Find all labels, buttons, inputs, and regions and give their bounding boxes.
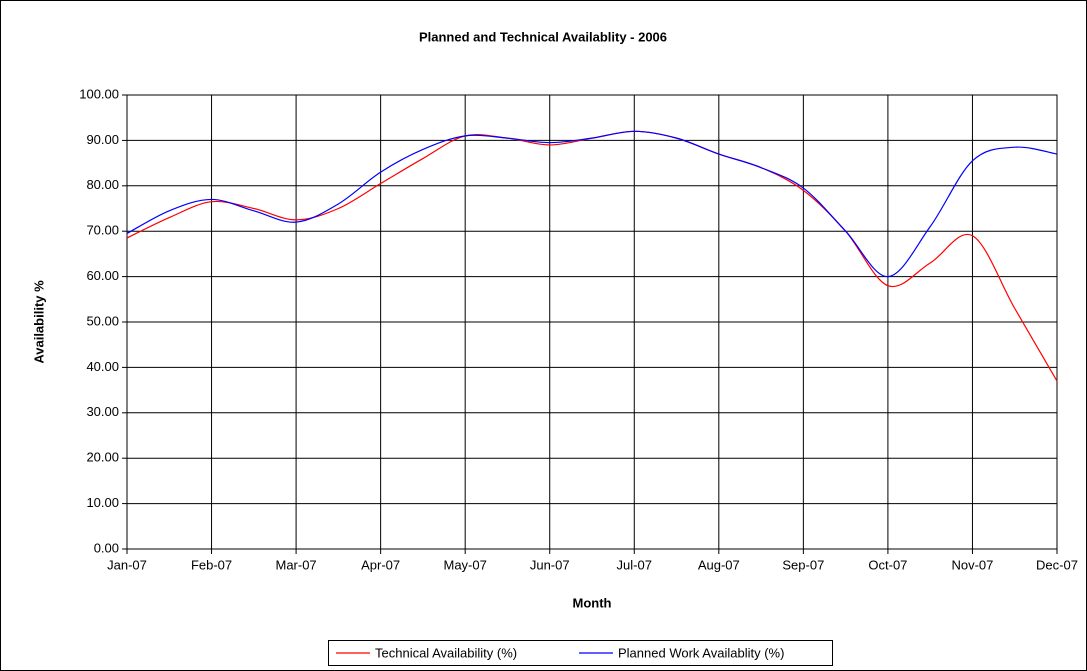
x-tick-label: May-07: [444, 557, 487, 572]
y-tick-label: 90.00: [86, 132, 119, 147]
x-tick-label: Apr-07: [361, 557, 400, 572]
y-tick-label: 20.00: [86, 450, 119, 465]
y-tick-label: 50.00: [86, 313, 119, 328]
x-tick-label: Jun-07: [530, 557, 570, 572]
x-axis-label: Month: [573, 595, 612, 610]
x-tick-label: Mar-07: [275, 557, 316, 572]
chart-title: Planned and Technical Availablity - 2006: [419, 29, 667, 44]
y-tick-label: 80.00: [86, 177, 119, 192]
y-tick-label: 100.00: [79, 86, 119, 101]
y-tick-label: 70.00: [86, 223, 119, 238]
x-tick-label: Oct-07: [868, 557, 907, 572]
legend-label: Technical Availability (%): [375, 645, 517, 660]
x-tick-label: Jul-07: [617, 557, 652, 572]
plot-border: [126, 94, 1058, 550]
x-tick-label: Aug-07: [698, 557, 740, 572]
y-tick-label: 0.00: [94, 540, 119, 555]
x-tick-label: Feb-07: [191, 557, 232, 572]
y-tick-label: 60.00: [86, 268, 119, 283]
x-tick-label: Jan-07: [107, 557, 147, 572]
x-tick-label: Dec-07: [1036, 557, 1078, 572]
x-tick-label: Sep-07: [782, 557, 824, 572]
y-axis-label: Availability %: [31, 280, 46, 364]
y-tick-label: 40.00: [86, 359, 119, 374]
series-line: [126, 130, 1058, 278]
y-tick-label: 30.00: [86, 404, 119, 419]
x-tick-label: Nov-07: [951, 557, 993, 572]
legend-label: Planned Work Availablity (%): [618, 645, 784, 660]
y-tick-label: 10.00: [86, 495, 119, 510]
